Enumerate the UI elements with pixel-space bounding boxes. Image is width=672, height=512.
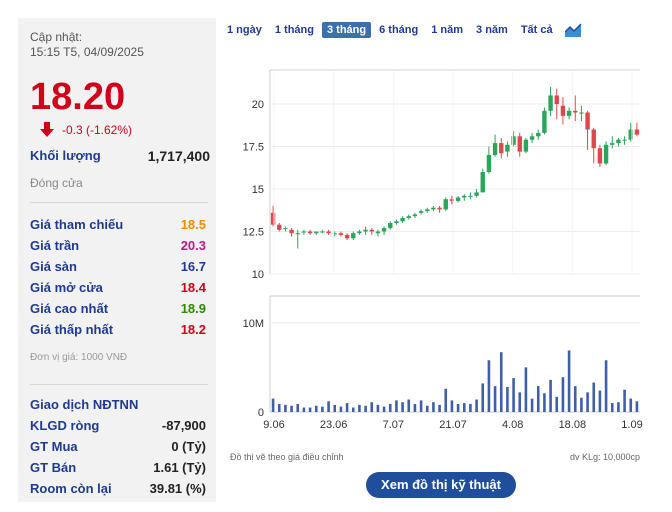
stat-value: 16.7 [180,259,206,274]
volume-label: Khối lượng [30,148,101,163]
stat-label: Giá tham chiếu [30,217,124,232]
technical-chart-button[interactable]: Xem đồ thị kỹ thuật [366,472,516,498]
foreign-value: 0 (Tỷ) [171,439,206,454]
foreign-row: GT Mua 0 (Tỷ) [30,436,206,457]
stat-value: 20.3 [180,238,206,253]
foreign-title-row: Giao dịch NĐTNN [30,394,206,415]
foreign-row: KLGD ròng -87,900 [30,415,206,436]
stat-label: Giá cao nhất [30,301,109,316]
chart-note: Đồ thị vẽ theo giá điều chỉnh [230,452,344,462]
foreign-title: Giao dịch NĐTNN [30,397,139,412]
foreign-value: 1.61 (Tỷ) [153,460,206,475]
tab-1-day[interactable]: 1 ngày [227,24,262,36]
price-change-value: -0.3 (-1.62%) [62,123,133,137]
foreign-row: Room còn lại 39.81 (%) [30,478,206,499]
update-info: Cập nhật: 15:15 T5, 04/09/2025 [30,30,144,60]
update-label: Cập nhật: [30,30,83,44]
tab-6-months[interactable]: 6 tháng [379,24,419,36]
current-price: 18.20 [30,76,126,118]
foreign-trading: Giao dịch NĐTNN KLGD ròng -87,900 GT Mua 0… [30,394,206,499]
stat-label: Giá trần [30,238,80,253]
tab-3-years[interactable]: 3 năm [476,24,508,36]
stat-value: 18.9 [180,301,206,316]
stat-label: Giá sàn [30,259,77,274]
tab-3-months[interactable]: 3 tháng [321,22,372,38]
stat-value: 18.4 [180,280,206,295]
volume-row: Khối lượng 1,717,400 [30,148,210,164]
foreign-label: GT Mua [30,439,78,454]
foreign-value: -87,900 [161,418,206,433]
price-change: -0.3 (-1.62%) [40,122,132,138]
stat-label: Giá thấp nhất [30,322,114,337]
stat-row: Giá thấp nhất 18.2 [30,319,206,340]
stat-row: Giá trần 20.3 [30,235,206,256]
divider [30,384,208,385]
foreign-label: GT Bán [30,460,77,475]
stat-row: Giá cao nhất 18.9 [30,298,206,319]
price-stats: Giá tham chiếu 18.5 Giá trần 20.3 Giá sàn 1… [30,214,206,340]
unit-note: Đơn vị giá: 1000 VNĐ [30,352,128,363]
foreign-label: Room còn lại [30,481,112,496]
stat-value: 18.2 [180,322,206,337]
stat-label: Giá mở cửa [30,280,103,295]
volume-value: 1,717,400 [147,148,210,164]
stat-row: Giá sàn 16.7 [30,256,206,277]
foreign-value: 39.81 (%) [149,481,206,496]
divider [30,202,208,203]
update-time: 15:15 T5, 04/09/2025 [30,45,144,59]
arrow-down-icon [40,122,54,137]
tab-1-month[interactable]: 1 tháng [274,24,314,36]
volume-unit-note: dv KLg: 10,000cp [570,452,641,462]
quote-panel: Cập nhật: 15:15 T5, 04/09/2025 18.20 -0.… [18,18,216,502]
stat-row: Giá mở cửa 18.4 [30,277,206,298]
tab-1-year[interactable]: 1 năm [431,24,464,36]
tab-all[interactable]: Tất cả [520,24,553,36]
market-status: Đóng cửa [30,176,83,190]
foreign-row: GT Bán 1.61 (Tỷ) [30,457,206,478]
foreign-label: KLGD ròng [30,418,100,433]
chart-icon[interactable] [564,23,581,37]
stat-value: 18.5 [180,217,206,232]
chart-area: 1 ngày 1 tháng 3 tháng 6 tháng 1 năm 3 n… [220,18,670,508]
range-tabs: 1 ngày 1 tháng 3 tháng 6 tháng 1 năm 3 n… [222,22,581,38]
stat-row: Giá tham chiếu 18.5 [30,214,206,235]
